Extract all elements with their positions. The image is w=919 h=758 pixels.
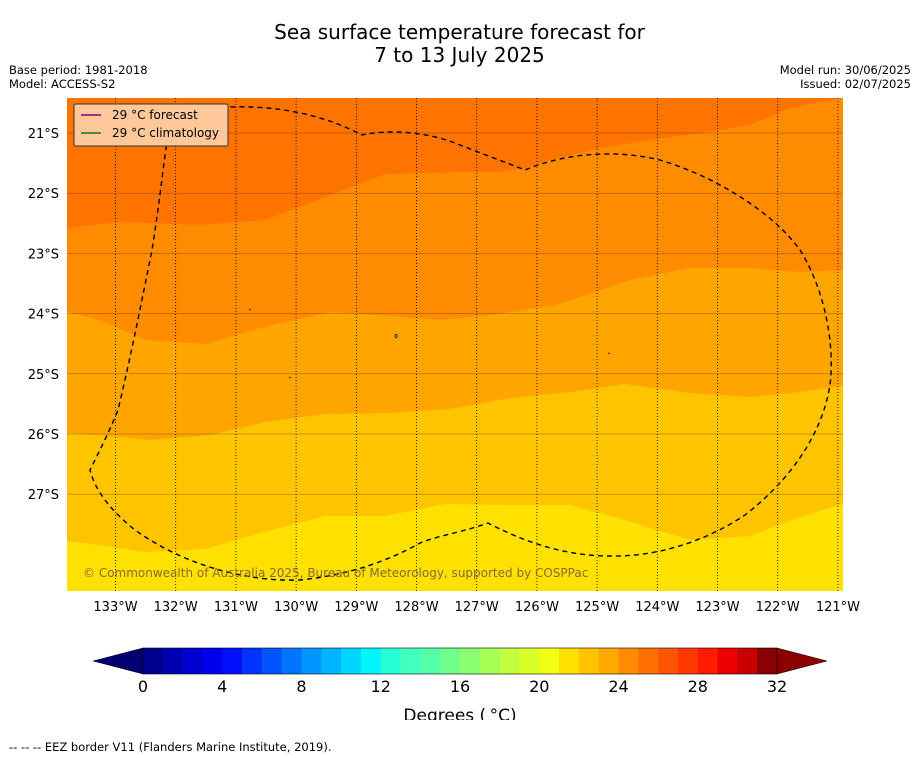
legend-forecast-label: 29 °C forecast — [112, 108, 198, 122]
latitude-label: 23°S — [28, 247, 59, 262]
colorbar-segment — [658, 648, 679, 674]
island-mark-b — [394, 333, 398, 339]
latitude-label: 26°S — [28, 428, 59, 443]
colorbar-segment — [519, 648, 540, 674]
colorbar-segment — [440, 648, 461, 674]
colorbar-segment — [677, 648, 699, 674]
colorbar-tick-label: 32 — [767, 677, 787, 696]
colorbar-segment — [598, 648, 619, 674]
latitude-label: 21°S — [28, 127, 59, 142]
sst-map: © Commonwealth of Australia 2025, Bureau… — [28, 98, 860, 615]
temperature-bands: © Commonwealth of Australia 2025, Bureau… — [67, 98, 843, 591]
colorbar-segment — [539, 648, 560, 674]
colorbar-segment — [321, 648, 342, 674]
eez-footnote: -- -- -- EEZ border V11 (Flanders Marine… — [9, 740, 332, 754]
colorbar-label: Degrees ( °C) — [403, 706, 516, 720]
colorbar-segment — [222, 648, 243, 674]
colorbar-tick-label: 20 — [529, 677, 549, 696]
colorbar-segment — [420, 648, 441, 674]
colorbar-segment — [697, 648, 718, 674]
colorbar-tick-label: 4 — [217, 677, 227, 696]
map-title-line1: Sea surface temperature forecast for — [274, 20, 645, 44]
latitude-label: 24°S — [28, 308, 59, 323]
colorbar-segment — [162, 648, 183, 674]
colorbar-ticks: 0 4 8 12 16 20 24 28 32 — [138, 677, 787, 696]
longitude-label: 127°W — [455, 600, 499, 615]
legend-box — [73, 103, 229, 147]
colorbar-segment — [360, 648, 382, 674]
longitude-label: 131°W — [214, 600, 258, 615]
colorbar-segments — [142, 647, 778, 675]
issued-text: Issued: 02/07/2025 — [800, 77, 911, 91]
colorbar-segment — [460, 648, 481, 674]
colorbar-segment — [618, 648, 639, 674]
colorbar-segment — [380, 648, 401, 674]
colorbar-tick-label: 12 — [371, 677, 391, 696]
colorbar-tick-label: 0 — [138, 677, 148, 696]
base-period-text: Base period: 1981-2018 — [9, 63, 148, 77]
colorbar-segment — [202, 648, 223, 674]
colorbar-segment — [479, 648, 500, 674]
colorbar-segment — [261, 648, 282, 674]
lat-axis: 21°S 22°S 23°S 24°S 25°S 26°S 27°S — [28, 127, 59, 503]
colorbar-segment — [737, 648, 758, 674]
longitude-label: 124°W — [635, 600, 679, 615]
colorbar-under-arrow — [92, 647, 144, 675]
colorbar-segment — [400, 648, 421, 674]
island-mark-c — [288, 376, 292, 379]
map-title-line2: 7 to 13 July 2025 — [374, 43, 545, 67]
colorbar-segment — [281, 648, 302, 674]
longitude-label: 128°W — [394, 600, 438, 615]
longitude-label: 123°W — [695, 600, 739, 615]
longitude-label: 122°W — [756, 600, 800, 615]
colorbar-over-arrow — [776, 647, 828, 675]
colorbar-segment — [638, 648, 659, 674]
colorbar-segment — [242, 648, 263, 674]
sst-band-25-26 — [67, 504, 843, 591]
colorbar-segment — [301, 648, 322, 674]
colorbar-segment — [341, 648, 362, 674]
longitude-label: 133°W — [93, 600, 137, 615]
colorbar-segment — [757, 648, 778, 674]
colorbar: 0 4 8 12 16 20 24 28 32 Degrees ( °C) — [92, 647, 828, 720]
copyright-text: © Commonwealth of Australia 2025, Bureau… — [83, 566, 588, 580]
island-mark-a — [248, 308, 252, 311]
map-legend: 29 °C forecast 29 °C climatology — [73, 103, 229, 147]
colorbar-segment — [717, 648, 738, 674]
longitude-label: 129°W — [334, 600, 378, 615]
lon-axis: 133°W 132°W 131°W 130°W 129°W 128°W 127°W 126°W… — [93, 600, 860, 615]
latitude-label: 22°S — [28, 187, 59, 202]
longitude-label: 132°W — [154, 600, 198, 615]
longitude-label: 121°W — [816, 600, 860, 615]
longitude-label: 125°W — [575, 600, 619, 615]
latitude-label: 27°S — [28, 488, 59, 503]
eez-border — [89, 106, 832, 581]
meta-right: Model run: 30/06/2025 Issued: 02/07/2025 — [780, 63, 911, 91]
colorbar-segment — [499, 648, 520, 674]
legend-climatology-label: 29 °C climatology — [112, 126, 219, 140]
longitude-label: 130°W — [274, 600, 318, 615]
colorbar-tick-label: 16 — [450, 677, 470, 696]
colorbar-segment — [182, 648, 203, 674]
longitude-label: 126°W — [515, 600, 559, 615]
latitude-label: 25°S — [28, 368, 59, 383]
model-run-text: Model run: 30/06/2025 — [779, 63, 911, 77]
colorbar-segment — [578, 648, 599, 674]
island-mark-d — [607, 352, 611, 355]
colorbar-tick-label: 28 — [688, 677, 708, 696]
model-text: Model: ACCESS-S2 — [9, 77, 116, 91]
meta-left: Base period: 1981-2018 Model: ACCESS-S2 — [9, 63, 148, 91]
colorbar-segment — [559, 648, 580, 674]
colorbar-tick-label: 8 — [296, 677, 306, 696]
colorbar-tick-label: 24 — [608, 677, 628, 696]
colorbar-segment — [143, 648, 164, 674]
